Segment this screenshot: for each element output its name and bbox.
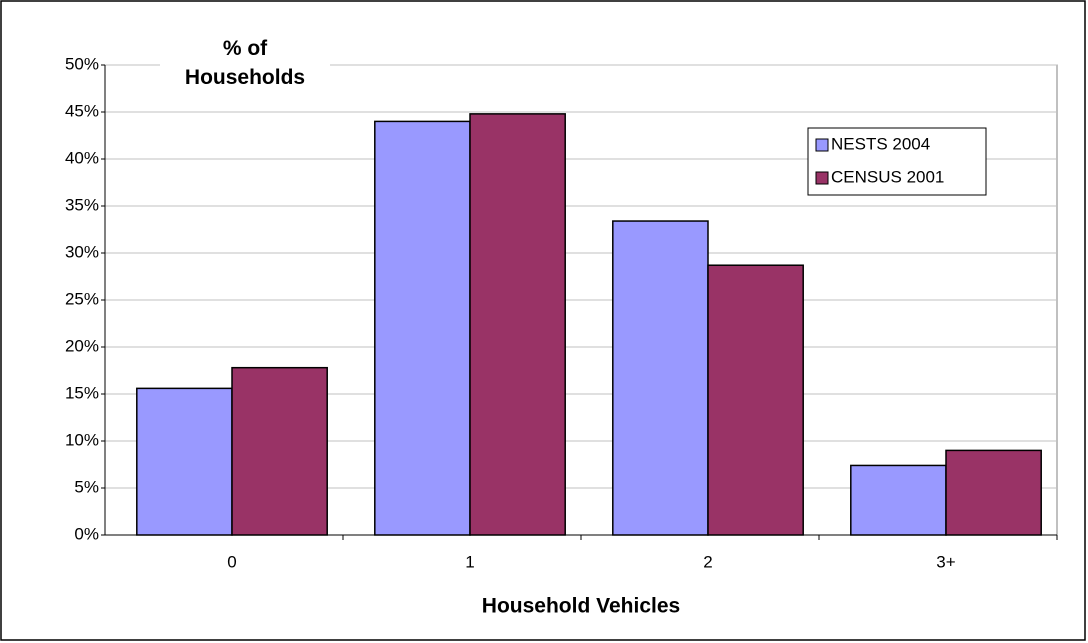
y-tick-label: 5% [74,477,99,496]
y-axis-title: % of Households [160,34,330,92]
bar [469,113,566,536]
bar [374,120,471,536]
y-tick-label: 0% [74,524,99,543]
bar [231,366,328,536]
y-tick-label: 45% [65,101,99,120]
legend-label: NESTS 2004 [831,134,930,153]
x-tick-label: 1 [465,552,474,571]
y-tick-label: 30% [65,242,99,261]
legend-swatch [815,138,829,152]
legend-label: CENSUS 2001 [831,167,944,186]
bar [707,264,804,536]
bar [945,449,1042,536]
y-tick-label: 15% [65,383,99,402]
x-tick-label: 3+ [936,552,955,571]
x-tick-label: 2 [703,552,712,571]
x-axis-title: Household Vehicles [482,595,680,618]
legend-box [807,127,987,196]
y-tick-label: 10% [65,430,99,449]
bar [612,220,709,536]
y-tick-label: 50% [65,54,99,73]
bar [136,387,233,536]
bar [850,464,947,536]
y-tick-label: 25% [65,289,99,308]
y-tick-label: 35% [65,195,99,214]
legend-swatch [815,171,829,185]
x-tick-label: 0 [227,552,236,571]
y-tick-label: 20% [65,336,99,355]
y-tick-label: 40% [65,148,99,167]
